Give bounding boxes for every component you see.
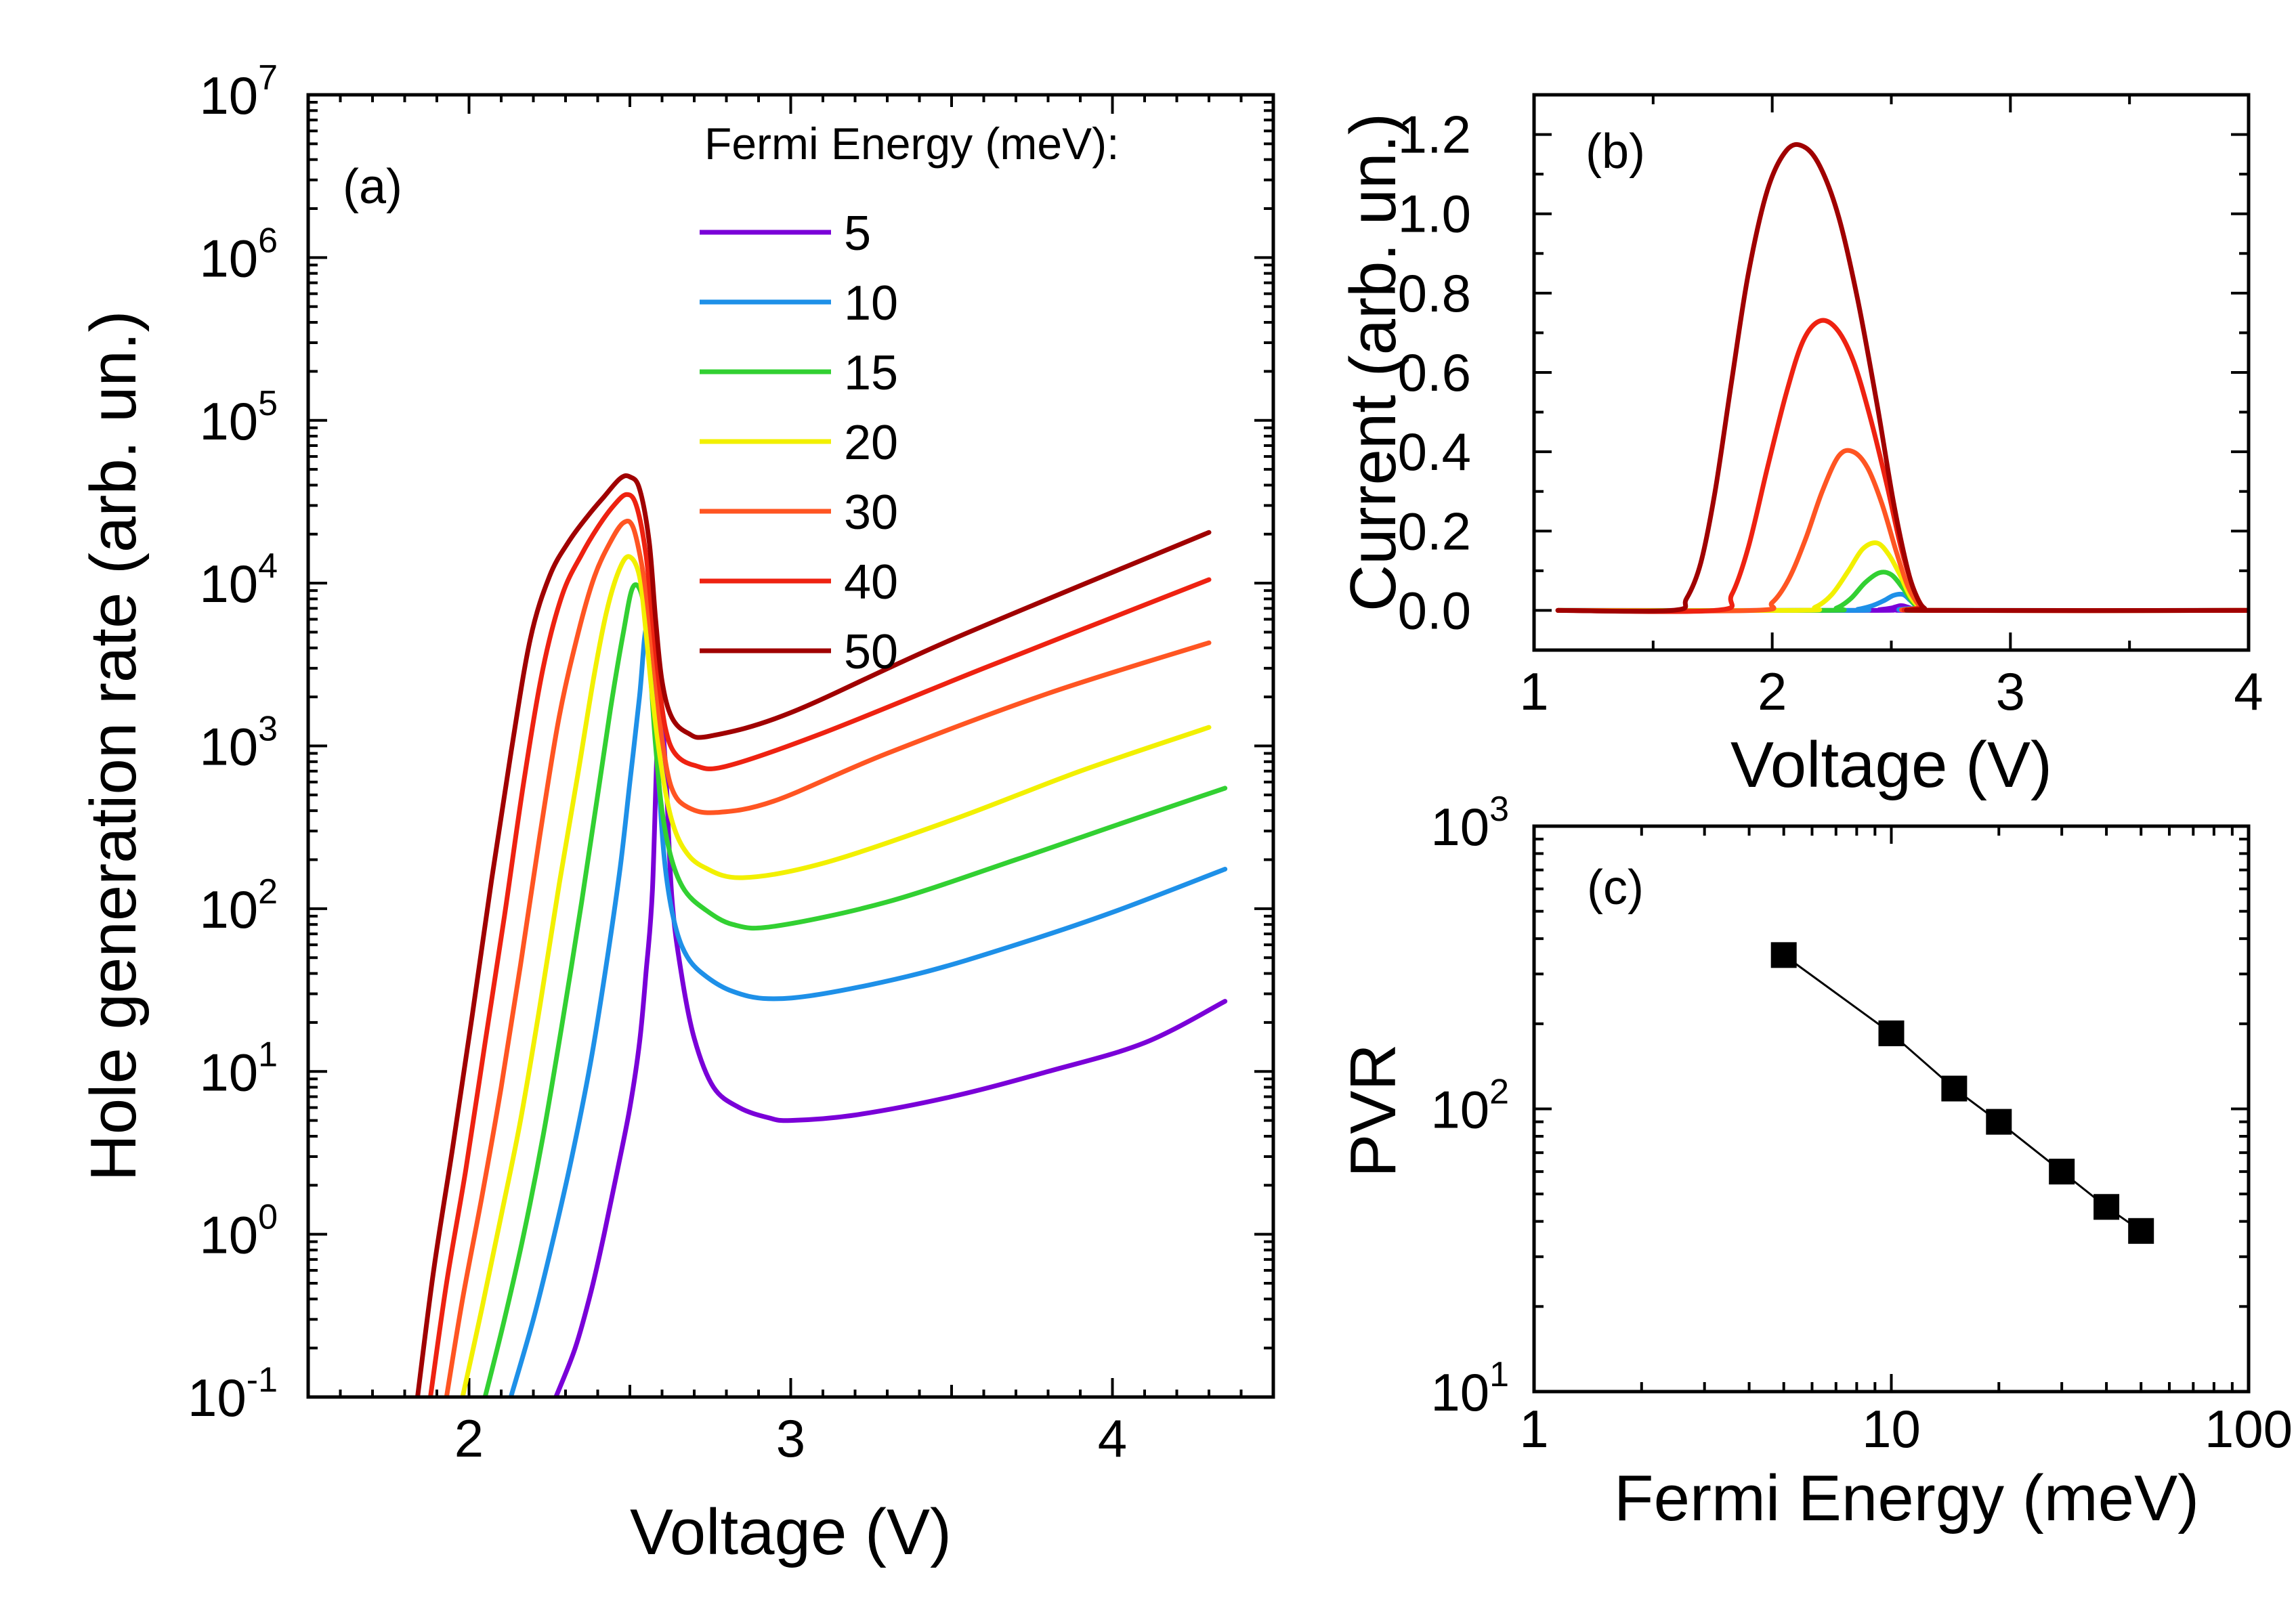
pvr-marker xyxy=(2093,1194,2120,1220)
y-tick-label: 102 xyxy=(199,872,278,939)
y-tick-label-base: 10 xyxy=(199,1042,258,1102)
y-axis-title: PVR xyxy=(1337,1044,1409,1177)
y-tick-label: 106 xyxy=(199,221,278,288)
y-tick-label: 104 xyxy=(199,546,278,614)
y-tick-label: 0.2 xyxy=(1398,501,1471,561)
y-tick-label-exp: 2 xyxy=(258,872,278,911)
x-tick-label: 10 xyxy=(1862,1399,1921,1459)
y-tick-label-base: 10 xyxy=(1430,1362,1489,1422)
legend-title: Fermi Energy (meV): xyxy=(704,119,1119,169)
y-tick-label: 103 xyxy=(1430,790,1509,857)
y-tick-label-base: 10 xyxy=(1430,1080,1489,1140)
panel-label-c: (c) xyxy=(1587,861,1644,915)
legend-label-5: 5 xyxy=(844,207,871,261)
y-tick-label-base: 10 xyxy=(199,1205,258,1265)
y-tick-label: 102 xyxy=(1430,1073,1509,1140)
y-tick-label: 100 xyxy=(199,1198,278,1265)
y-tick-label-exp: 1 xyxy=(258,1035,278,1074)
y-tick-label: 101 xyxy=(199,1035,278,1102)
series-line-5-mev xyxy=(553,702,1228,1397)
x-tick-label: 1 xyxy=(1519,1399,1548,1459)
y-tick-label: 103 xyxy=(199,710,278,777)
pvr-marker xyxy=(2128,1218,2154,1244)
y-tick-label: 1.0 xyxy=(1398,184,1471,244)
pvr-markers xyxy=(1770,942,2154,1244)
panel-c-frame xyxy=(1532,824,2251,1394)
panel-b-series xyxy=(1555,142,2249,614)
y-tick-label: 0.8 xyxy=(1398,263,1471,323)
legend-label-40: 40 xyxy=(844,555,898,609)
y-tick-label: 0.6 xyxy=(1398,343,1471,402)
y-tick-label-exp: 6 xyxy=(258,221,278,260)
x-tick-label: 1 xyxy=(1519,662,1548,721)
x-tick-label: 4 xyxy=(2234,662,2263,721)
legend-label-15: 15 xyxy=(844,346,898,400)
y-tick-label: 101 xyxy=(1430,1355,1509,1422)
y-tick-label: 107 xyxy=(199,58,278,125)
y-tick-label-base: 10 xyxy=(1430,797,1489,857)
panel-label-b: (b) xyxy=(1586,125,1645,179)
panel-label-a: (a) xyxy=(343,160,402,214)
y-tick-label-exp: 5 xyxy=(258,384,278,423)
legend-label-50: 50 xyxy=(844,625,898,679)
legend-label-30: 30 xyxy=(844,486,898,540)
y-tick-label-base: 10 xyxy=(199,228,258,288)
y-tick-label: 0.4 xyxy=(1398,422,1471,481)
series-line-30-mev xyxy=(444,518,1212,1397)
y-tick-label-base: 10 xyxy=(199,66,258,125)
series-line-20-mev xyxy=(460,554,1212,1397)
panel-b-current: 1 2 3 4 0.0 0.2 0.4 0.6 0.8 1.0 1.2 Voltage (V) Curr… xyxy=(1337,93,2263,801)
y-tick-label-base: 10 xyxy=(199,391,258,451)
panel-a-frame xyxy=(306,93,1275,1399)
x-tick-label: 4 xyxy=(1098,1409,1127,1468)
y-axis-title: Hole generation rate (arb. un.) xyxy=(77,310,150,1181)
y-tick-label: 0.0 xyxy=(1398,580,1471,640)
y-tick-label-exp: 0 xyxy=(258,1198,278,1237)
y-tick-label-exp: 3 xyxy=(258,710,278,749)
y-axis-title: Current (arb. un.) xyxy=(1337,113,1409,611)
legend: Fermi Energy (meV): 5 10 15 20 30 40 50 xyxy=(700,119,1119,679)
x-tick-label: 3 xyxy=(776,1409,805,1468)
x-tick-label: 3 xyxy=(1996,662,2025,721)
legend-label-10: 10 xyxy=(844,276,898,330)
pvr-marker xyxy=(1986,1109,2012,1135)
pvr-marker xyxy=(1878,1020,1905,1046)
x-tick-label: 2 xyxy=(1758,662,1787,721)
y-tick-label-base: 10 xyxy=(199,554,258,614)
y-tick-label-exp: 3 xyxy=(1489,790,1509,829)
x-tick-label: 2 xyxy=(454,1409,484,1468)
series-line-50-mev xyxy=(1555,142,2249,614)
y-tick-label: 105 xyxy=(199,384,278,451)
y-tick-label-base: 10 xyxy=(188,1368,247,1427)
y-tick-label-exp: -1 xyxy=(247,1360,278,1400)
pvr-marker xyxy=(2049,1159,2075,1185)
series-line-40-mev xyxy=(428,492,1212,1397)
pvr-marker xyxy=(1941,1075,1968,1102)
panel-a-series xyxy=(415,473,1228,1397)
y-tick-label-exp: 7 xyxy=(258,58,278,98)
panel-b-frame xyxy=(1532,93,2251,652)
y-tick-label-exp: 2 xyxy=(1489,1073,1509,1112)
y-tick-label-base: 10 xyxy=(199,880,258,939)
y-tick-label-base: 10 xyxy=(199,717,258,777)
y-tick-label: 10-1 xyxy=(188,1360,278,1427)
x-tick-label: 100 xyxy=(2205,1399,2293,1459)
legend-label-20: 20 xyxy=(844,416,898,470)
y-tick-label-exp: 4 xyxy=(258,546,278,586)
series-line-10-mev xyxy=(508,624,1228,1397)
series-line-50-mev xyxy=(415,473,1212,1397)
y-tick-label: 1.2 xyxy=(1398,105,1471,165)
x-axis-title: Voltage (V) xyxy=(1730,729,2052,801)
x-axis-title: Voltage (V) xyxy=(630,1496,952,1568)
x-axis-title: Fermi Energy (meV) xyxy=(1614,1462,2199,1534)
y-tick-label-exp: 1 xyxy=(1489,1355,1509,1394)
pvr-marker xyxy=(1770,942,1797,968)
